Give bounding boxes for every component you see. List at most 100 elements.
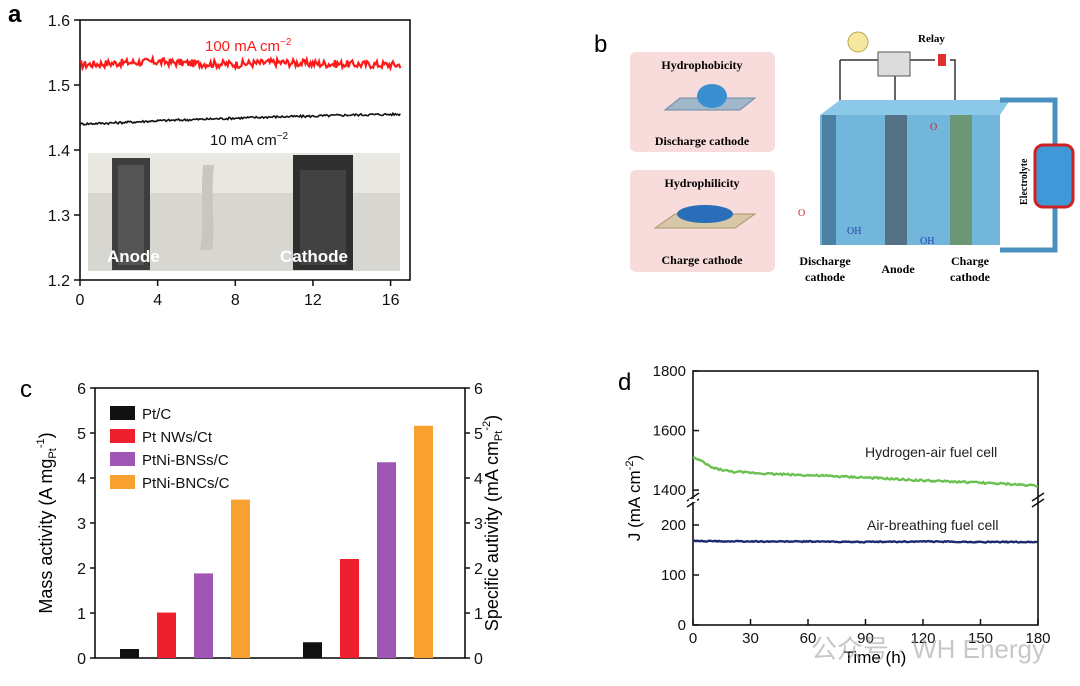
series-label-hydrogen-air: Hydrogen-air fuel cell: [865, 444, 997, 460]
y-tick-label: 1.5: [48, 78, 70, 95]
o2-label-left: O: [798, 208, 805, 219]
discharge-cathode-plate: [822, 115, 836, 245]
oh-label-left: OH: [847, 226, 861, 237]
panel-c-ylabel-left: Mass activity (A mgPt-1): [35, 432, 59, 613]
legend-label: Pt/C: [142, 406, 171, 423]
line-series-air-breathing: [692, 539, 1038, 544]
o2-label-right: O: [930, 122, 937, 133]
panel-a-ticks: 0 4 8 12 16 1.2 1.3 1.4 1.5 1.6: [48, 13, 400, 309]
tank-top: [820, 100, 1010, 115]
hydrophilicity-label: Hydrophilicity: [664, 176, 739, 190]
panel-c-ylabel-right: Specific autivity (mA cmPt-2): [481, 415, 505, 631]
panel-d-series: [692, 456, 1039, 544]
y-tick-label-left: 5: [77, 426, 86, 443]
x-tick-label: 180: [1025, 630, 1050, 647]
water-film-icon: [677, 205, 733, 223]
x-tick-label: 60: [800, 630, 817, 647]
panel-c: c 0 1 2 3 4 5 6 0 1 2 3 4 5 6 Pt/C Pt NWs/Ct PtNi-BNSs/…: [20, 376, 505, 668]
y-tick-label-right: 1: [474, 606, 483, 623]
electrolyte-reservoir: [1033, 143, 1075, 209]
panel-a: a Anode Cathode 0 4 8 12 16 1.2 1.3 1.4 1.5 1.6 1…: [8, 1, 411, 309]
series-label-10: 10 mA cm−2: [210, 131, 289, 149]
legend-label: PtNi-BNCs/C: [142, 475, 230, 492]
line-series-10mA: [79, 111, 401, 126]
y-tick-label-low: 100: [661, 567, 686, 584]
axis-break-gap-left: [689, 499, 697, 502]
y-tick-label-low: 0: [678, 617, 686, 634]
oh-label-right: OH: [920, 236, 934, 247]
charge-cathode-label-2: cathode: [950, 270, 991, 284]
y-tick-label-right: 3: [474, 516, 483, 533]
circuit: Relay: [839, 31, 956, 115]
charge-cathode-box-label: Charge cathode: [662, 253, 744, 267]
y-tick-label-left: 1: [77, 606, 86, 623]
charge-cathode-plate: [950, 115, 972, 245]
legend-label: Pt NWs/Ct: [142, 429, 213, 446]
bar-ptni-bncs-c-specific: [414, 425, 433, 658]
y-tick-label-left: 0: [77, 651, 86, 668]
relay-switch-icon: [877, 51, 911, 77]
y-tick-label-high: 1800: [653, 363, 686, 380]
bar-pt-nws-ct-mass: [157, 612, 176, 658]
y-tick-label: 1.4: [48, 143, 70, 160]
panel-d-ylabel: J (mA cm-2): [624, 455, 644, 541]
line-series-100mA: [79, 53, 402, 72]
x-tick-label: 150: [968, 630, 993, 647]
bar-ptni-bnss-c-mass: [194, 573, 213, 658]
legend-swatch: [110, 452, 135, 466]
photo-inset: Anode Cathode: [88, 153, 400, 271]
y-tick-label: 1.6: [48, 13, 70, 30]
lightbulb-icon: [847, 31, 869, 53]
electrolyte-pipe: [1000, 97, 1058, 253]
x-tick-label: 0: [76, 292, 85, 309]
y-tick-label-right: 5: [474, 426, 483, 443]
circuit-wires: [839, 59, 956, 115]
panel-letter-d: d: [618, 369, 631, 396]
y-tick-label-left: 4: [77, 471, 86, 488]
charge-cathode-label-1: Charge: [951, 254, 990, 268]
hydrophobicity-label: Hydrophobicity: [661, 58, 742, 72]
panel-c-ticks: 0 1 2 3 4 5 6 0 1 2 3 4 5 6: [77, 381, 483, 668]
panel-d-xlabel: Time (h): [844, 648, 907, 667]
legend-swatch: [110, 429, 135, 443]
photo-label-cathode: Cathode: [280, 247, 348, 266]
x-tick-label: 12: [304, 292, 322, 309]
discharge-cathode-label-1: Discharge: [799, 254, 851, 268]
x-tick-label: 90: [857, 630, 874, 647]
bar-pt-c-mass: [120, 649, 139, 658]
panel-letter-b: b: [594, 31, 607, 58]
electrolyte-label: Electrolyte: [1019, 158, 1030, 205]
bar-ptni-bncs-c-mass: [231, 499, 250, 658]
photo-cathode-texture: [300, 170, 346, 265]
bar-pt-nws-ct-specific: [340, 559, 359, 658]
anode-label: Anode: [881, 262, 915, 276]
y-tick-label-high: 1600: [653, 423, 686, 440]
x-tick-label: 30: [742, 630, 759, 647]
panel-c-legend: Pt/C Pt NWs/Ct PtNi-BNSs/C PtNi-BNCs/C: [110, 406, 230, 492]
y-tick-label-low: 200: [661, 517, 686, 534]
x-tick-label: 4: [153, 292, 162, 309]
series-label-air-breathing: Air-breathing fuel cell: [867, 517, 999, 533]
discharge-cathode-box-label: Discharge cathode: [655, 134, 750, 148]
y-tick-label-left: 3: [77, 516, 86, 533]
battery-icon: [938, 54, 946, 66]
x-tick-label: 0: [689, 630, 697, 647]
watermark: 公众号 · WH Energy: [811, 634, 1045, 664]
line-series-hydrogen-air: [692, 456, 1039, 488]
legend-swatch: [110, 406, 135, 420]
panel-c-bars: [120, 425, 433, 658]
x-tick-label: 16: [382, 292, 400, 309]
y-tick-label-left: 2: [77, 561, 86, 578]
y-tick-label-high: 1400: [653, 482, 686, 499]
water-droplet-icon: [697, 84, 727, 108]
bar-pt-c-specific: [303, 642, 322, 658]
legend-swatch: [110, 475, 135, 489]
y-tick-label-right: 2: [474, 561, 483, 578]
x-tick-label: 120: [910, 630, 935, 647]
discharge-cathode-label-2: cathode: [805, 270, 846, 284]
electrolyte-tank: Electrolyte O O OH OH: [798, 97, 1075, 253]
y-tick-label: 1.3: [48, 208, 70, 225]
